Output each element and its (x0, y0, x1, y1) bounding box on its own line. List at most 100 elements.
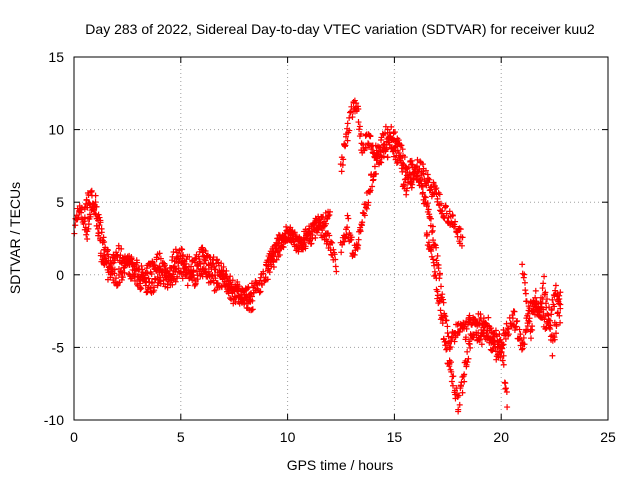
data-point (109, 260, 116, 267)
data-point (455, 408, 462, 415)
data-point (514, 318, 521, 325)
data-point (75, 214, 82, 221)
data-point (464, 359, 471, 366)
data-point (522, 290, 529, 297)
data-point (317, 219, 324, 226)
series-track-g (519, 261, 564, 359)
data-point (338, 168, 345, 175)
data-point (180, 251, 187, 258)
data-point (134, 259, 141, 266)
data-point (331, 251, 338, 258)
data-point (355, 105, 362, 112)
data-point (95, 211, 102, 218)
data-point (473, 329, 480, 336)
data-point (523, 298, 530, 305)
data-point (553, 330, 560, 337)
data-point (433, 275, 440, 282)
data-point (408, 161, 415, 168)
chart-title: Day 283 of 2022, Sidereal Day-to-day VTE… (85, 21, 595, 37)
data-point (323, 220, 330, 227)
data-point (456, 225, 463, 232)
data-point (181, 265, 188, 272)
data-point (309, 235, 316, 242)
y-tick-label: 5 (56, 194, 64, 210)
data-point (502, 335, 509, 342)
data-point (342, 235, 349, 242)
data-point (164, 284, 171, 291)
data-point (388, 123, 395, 130)
data-point (370, 176, 377, 183)
data-point (499, 357, 506, 364)
data-point (346, 114, 353, 121)
data-point (143, 265, 150, 272)
data-point (162, 269, 169, 276)
data-point (257, 288, 264, 295)
data-point (445, 333, 452, 340)
data-point (274, 248, 281, 255)
data-point (516, 326, 523, 333)
data-point (520, 334, 527, 341)
data-point (549, 352, 556, 359)
data-point (437, 307, 444, 314)
data-point (500, 352, 507, 359)
data-point (384, 154, 391, 161)
data-point (386, 141, 393, 148)
data-point (357, 228, 364, 235)
data-point (536, 313, 543, 320)
data-point (392, 129, 399, 136)
data-point (500, 341, 507, 348)
data-point (223, 267, 230, 274)
data-point (141, 275, 148, 282)
data-point (398, 142, 405, 149)
data-point (355, 236, 362, 243)
data-point (287, 237, 294, 244)
data-point (338, 249, 345, 256)
data-point (436, 298, 443, 305)
data-point (267, 261, 274, 268)
data-point (156, 250, 163, 257)
data-point (323, 216, 330, 223)
data-point (84, 235, 91, 242)
data-point (556, 295, 563, 302)
data-point (185, 267, 192, 274)
data-point (548, 307, 555, 314)
data-point (436, 191, 443, 198)
data-point (356, 123, 363, 130)
data-point (442, 203, 449, 210)
data-point (549, 296, 556, 303)
data-point (457, 226, 464, 233)
data-point (215, 259, 222, 266)
data-point (95, 229, 102, 236)
data-point (388, 135, 395, 142)
data-point (378, 159, 385, 166)
data-point (380, 153, 387, 160)
data-point (546, 317, 553, 324)
data-point (326, 208, 333, 215)
data-point (227, 284, 234, 291)
data-point (519, 261, 526, 268)
data-point (266, 269, 273, 276)
data-point (432, 272, 439, 279)
data-point (452, 218, 459, 225)
data-point (256, 289, 263, 296)
data-point (218, 283, 225, 290)
data-point (154, 273, 161, 280)
data-point (172, 246, 179, 253)
data-point (90, 207, 97, 214)
tick-layer: 0 5 10 15 20 25 -10 -5 0 5 10 15 (44, 49, 616, 445)
data-point (370, 150, 377, 157)
data-point (546, 324, 553, 331)
x-tick-label: 20 (493, 429, 509, 445)
data-point (401, 154, 408, 161)
data-point (218, 284, 225, 291)
data-point (499, 345, 506, 352)
data-point (97, 219, 104, 226)
data-point (554, 309, 561, 316)
data-point (179, 258, 186, 265)
data-point (93, 222, 100, 229)
data-point (431, 262, 438, 269)
data-point (419, 189, 426, 196)
data-point (434, 252, 441, 259)
data-point (98, 229, 105, 236)
data-point (359, 219, 366, 226)
